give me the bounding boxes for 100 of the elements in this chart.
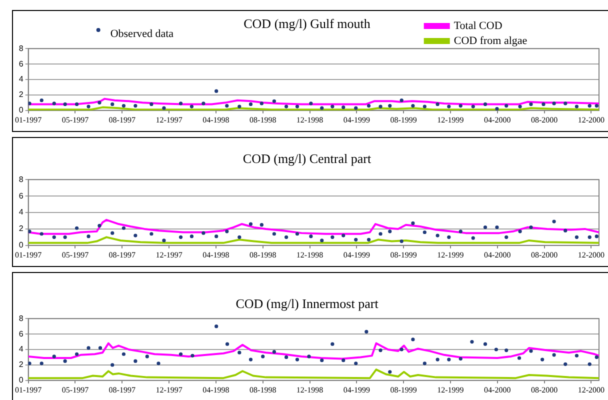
point bbox=[458, 356, 462, 361]
point bbox=[504, 104, 508, 108]
point bbox=[330, 342, 334, 346]
point bbox=[483, 102, 488, 106]
point bbox=[98, 100, 102, 104]
x-tick-label: 04-1998 bbox=[202, 250, 230, 260]
y-tick-label: 4 bbox=[18, 74, 24, 84]
point bbox=[162, 238, 166, 242]
y-tick-label: 2 bbox=[18, 224, 24, 234]
point bbox=[260, 102, 264, 106]
point bbox=[261, 354, 265, 358]
x-tick-label: 12-2000 bbox=[578, 115, 605, 124]
point bbox=[320, 106, 324, 110]
point bbox=[388, 104, 392, 108]
legend-label: Observed data bbox=[110, 28, 174, 40]
point bbox=[225, 342, 230, 346]
point bbox=[28, 362, 32, 366]
x-tick-label: 12-1999 bbox=[437, 115, 464, 124]
point bbox=[248, 358, 253, 362]
point bbox=[178, 352, 183, 356]
point bbox=[162, 106, 166, 110]
point bbox=[284, 235, 288, 239]
point bbox=[295, 232, 300, 236]
point bbox=[588, 104, 592, 108]
point bbox=[422, 362, 426, 366]
point bbox=[214, 89, 218, 93]
point bbox=[238, 350, 242, 354]
point bbox=[63, 359, 67, 363]
point bbox=[330, 104, 334, 108]
point bbox=[248, 102, 253, 106]
point bbox=[422, 104, 426, 108]
point bbox=[447, 104, 451, 108]
point bbox=[529, 102, 533, 106]
point bbox=[238, 104, 242, 108]
point bbox=[75, 102, 79, 106]
point bbox=[411, 221, 415, 225]
point bbox=[134, 234, 138, 238]
point bbox=[594, 104, 598, 108]
x-tick-label: 04-2000 bbox=[484, 115, 511, 124]
x-tick-label: 08-1998 bbox=[250, 250, 276, 260]
point bbox=[552, 353, 556, 357]
point bbox=[320, 358, 324, 362]
x-tick-label: 04-1998 bbox=[202, 115, 230, 124]
point bbox=[354, 106, 358, 110]
point bbox=[238, 235, 242, 239]
point bbox=[378, 348, 382, 352]
x-tick-label: 04-1998 bbox=[202, 385, 230, 394]
point bbox=[378, 232, 382, 236]
x-tick-label: 08-1997 bbox=[108, 250, 136, 260]
point bbox=[400, 98, 404, 102]
point bbox=[307, 354, 311, 358]
point bbox=[483, 342, 488, 346]
point bbox=[422, 230, 426, 234]
x-tick-label: 04-1999 bbox=[343, 385, 370, 394]
point bbox=[594, 355, 598, 360]
x-tick-label: 12-1998 bbox=[296, 250, 324, 260]
x-tick-label: 12-1997 bbox=[156, 250, 182, 260]
point bbox=[248, 222, 253, 226]
point bbox=[517, 356, 522, 360]
x-tick-label: 12-1999 bbox=[437, 385, 464, 394]
y-tick-label: 2 bbox=[18, 90, 24, 100]
point bbox=[225, 230, 229, 234]
point bbox=[202, 231, 206, 235]
point bbox=[436, 358, 440, 362]
point bbox=[190, 354, 194, 358]
point bbox=[40, 362, 44, 366]
y-tick-label: 6 bbox=[18, 191, 24, 200]
point bbox=[28, 230, 32, 234]
point bbox=[145, 354, 149, 358]
point bbox=[436, 234, 440, 238]
x-tick-label: 04-2000 bbox=[484, 250, 511, 260]
y-tick-label: 4 bbox=[18, 208, 24, 217]
point bbox=[378, 104, 382, 108]
point bbox=[564, 228, 568, 232]
point bbox=[75, 226, 79, 230]
x-tick-label: 12-2000 bbox=[578, 250, 605, 260]
point bbox=[400, 348, 404, 352]
x-tick-label: 08-1997 bbox=[108, 385, 136, 394]
x-tick-label: 08-1999 bbox=[390, 115, 417, 124]
y-tick-label: 0 bbox=[18, 106, 24, 115]
point bbox=[63, 235, 67, 239]
point bbox=[574, 235, 579, 239]
chart-title: COD (mg/l) Gulf mouth bbox=[244, 16, 371, 32]
point bbox=[75, 352, 79, 356]
point bbox=[309, 102, 313, 106]
point bbox=[400, 239, 404, 244]
y-tick-label: 8 bbox=[18, 44, 24, 53]
point bbox=[190, 234, 194, 238]
point bbox=[202, 102, 206, 106]
y-tick-label: 6 bbox=[18, 329, 24, 338]
y-tick-label: 8 bbox=[18, 314, 24, 323]
y-tick-label: 2 bbox=[18, 360, 24, 370]
x-tick-label: 01-1997 bbox=[14, 115, 42, 124]
point bbox=[518, 230, 522, 234]
x-tick-label: 12-1997 bbox=[156, 385, 182, 394]
x-tick-label: 01-1997 bbox=[14, 385, 42, 394]
point bbox=[504, 235, 508, 239]
point bbox=[284, 104, 288, 108]
point bbox=[110, 363, 114, 367]
point bbox=[150, 232, 154, 236]
